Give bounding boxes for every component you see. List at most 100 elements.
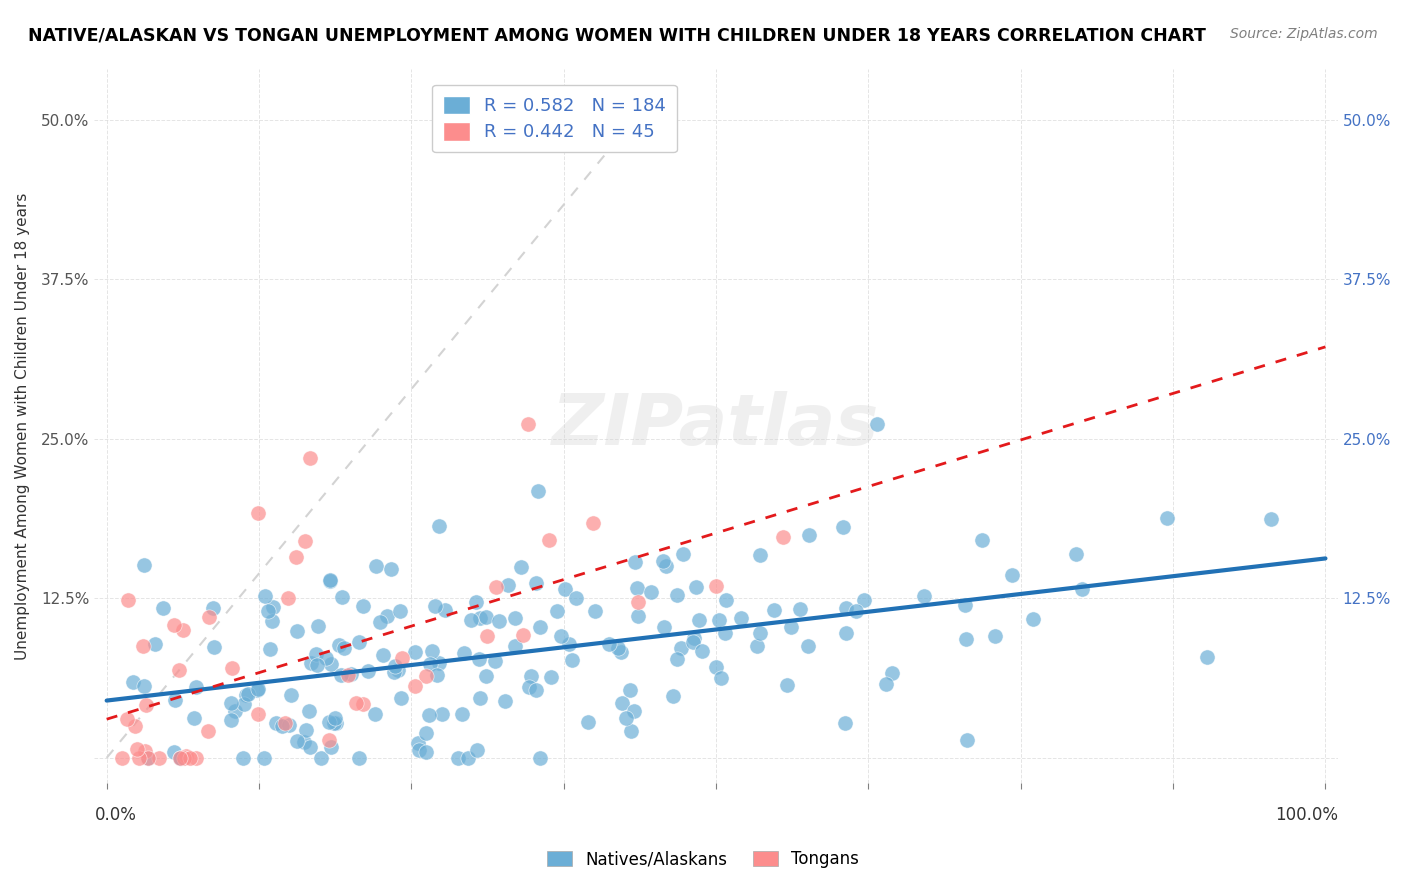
Point	[224, 704, 246, 718]
Point	[683, 631, 706, 645]
Point	[1071, 582, 1094, 597]
Point	[143, 637, 166, 651]
Point	[865, 417, 887, 432]
Point	[172, 623, 194, 637]
Point	[135, 698, 157, 712]
Point	[426, 667, 449, 681]
Point	[620, 724, 643, 739]
Point	[704, 579, 727, 593]
Point	[834, 716, 856, 731]
Point	[672, 547, 695, 561]
Point	[710, 671, 733, 685]
Legend: Natives/Alaskans, Tongans: Natives/Alaskans, Tongans	[540, 844, 866, 875]
Point	[277, 591, 299, 606]
Point	[115, 712, 138, 726]
Point	[340, 666, 363, 681]
Point	[344, 696, 367, 710]
Point	[538, 533, 561, 548]
Point	[330, 590, 353, 604]
Point	[134, 558, 156, 572]
Point	[419, 657, 441, 671]
Point	[121, 675, 143, 690]
Point	[368, 615, 391, 629]
Point	[197, 724, 219, 739]
Point	[564, 591, 586, 605]
Point	[262, 599, 284, 614]
Point	[713, 625, 735, 640]
Point	[179, 751, 201, 765]
Point	[132, 639, 155, 653]
Point	[246, 682, 269, 697]
Point	[221, 661, 243, 675]
Point	[465, 595, 488, 609]
Point	[415, 726, 437, 740]
Point	[955, 598, 977, 612]
Point	[197, 610, 219, 624]
Point	[117, 593, 139, 607]
Point	[875, 677, 897, 691]
Point	[333, 640, 356, 655]
Point	[852, 592, 875, 607]
Point	[347, 751, 370, 765]
Point	[163, 692, 186, 706]
Point	[254, 589, 277, 603]
Point	[527, 483, 550, 498]
Point	[294, 723, 316, 738]
Point	[623, 704, 645, 718]
Point	[669, 641, 692, 656]
Point	[1064, 547, 1087, 561]
Point	[406, 735, 429, 749]
Point	[520, 669, 543, 683]
Point	[1001, 567, 1024, 582]
Point	[496, 578, 519, 592]
Point	[323, 715, 346, 730]
Point	[202, 640, 225, 655]
Point	[321, 657, 343, 672]
Point	[418, 708, 440, 723]
Point	[546, 604, 568, 618]
Point	[475, 669, 498, 683]
Point	[610, 645, 633, 659]
Point	[285, 734, 308, 748]
Y-axis label: Unemployment Among Women with Children Under 18 years: Unemployment Among Women with Children U…	[15, 193, 30, 660]
Point	[246, 507, 269, 521]
Point	[714, 593, 737, 607]
Point	[318, 573, 340, 587]
Point	[202, 600, 225, 615]
Point	[1021, 611, 1043, 625]
Text: 100.0%: 100.0%	[1275, 806, 1337, 824]
Point	[136, 751, 159, 765]
Point	[235, 688, 257, 702]
Point	[352, 697, 374, 711]
Point	[323, 711, 346, 725]
Point	[245, 683, 267, 698]
Point	[238, 687, 260, 701]
Point	[259, 642, 281, 657]
Point	[184, 751, 207, 765]
Point	[371, 648, 394, 663]
Point	[619, 682, 641, 697]
Point	[745, 639, 768, 653]
Point	[475, 609, 498, 624]
Point	[685, 580, 707, 594]
Point	[485, 580, 508, 594]
Point	[264, 715, 287, 730]
Point	[509, 559, 531, 574]
Text: Source: ZipAtlas.com: Source: ZipAtlas.com	[1230, 27, 1378, 41]
Point	[305, 647, 328, 661]
Point	[380, 562, 402, 576]
Point	[880, 666, 903, 681]
Point	[1156, 511, 1178, 525]
Point	[517, 417, 540, 431]
Point	[391, 650, 413, 665]
Point	[797, 527, 820, 541]
Point	[173, 751, 195, 765]
Point	[319, 574, 342, 588]
Point	[252, 751, 274, 765]
Point	[662, 690, 685, 704]
Point	[124, 719, 146, 733]
Point	[429, 656, 451, 670]
Point	[557, 637, 579, 651]
Point	[477, 630, 499, 644]
Point	[529, 620, 551, 634]
